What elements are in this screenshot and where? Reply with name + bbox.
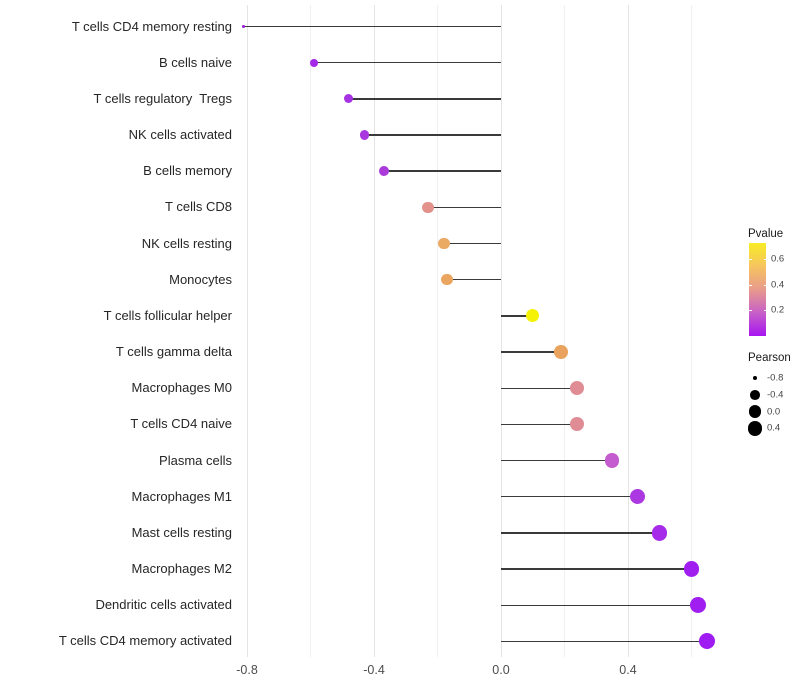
pearson-size-label: 0.4: [767, 422, 781, 434]
pearson-size-label: 0.0: [767, 406, 781, 418]
minor-gridline: [310, 5, 311, 657]
pearson-legend-title: Pearson: [748, 352, 791, 364]
x-axis-tick-label: 0.0: [492, 663, 510, 677]
y-axis-label: Macrophages M0: [131, 380, 232, 396]
y-axis-label: T cells CD8: [165, 199, 232, 215]
x-axis-tick-label: 0.4: [619, 663, 637, 677]
lollipop-dot: [604, 453, 620, 468]
y-axis-label: NK cells resting: [141, 235, 232, 251]
major-gridline: [373, 5, 375, 657]
y-axis-label: Monocytes: [169, 271, 232, 287]
pearson-size-label: -0.4: [767, 389, 784, 401]
y-axis-label: B cells memory: [143, 163, 232, 179]
pearson-size-dot: [747, 420, 763, 436]
y-axis-label: T cells gamma delta: [115, 344, 232, 360]
y-axis-label: Macrophages M2: [131, 561, 232, 577]
lollipop-dot: [422, 201, 434, 213]
colorbar-tick-mark: [763, 259, 766, 261]
lollipop-dot: [630, 489, 645, 505]
y-axis-label: T cells CD4 memory resting: [71, 18, 232, 34]
x-axis-tick-label: -0.4: [363, 663, 385, 677]
lollipop-dot: [699, 633, 716, 650]
colorbar-tick-mark: [749, 310, 752, 312]
lollipop-dot: [652, 525, 668, 541]
lollipop-stem: [501, 423, 578, 426]
pvalue-tick-label: 0.6: [771, 253, 785, 265]
minor-gridline: [691, 5, 692, 657]
pvalue-legend-title: Pvalue: [748, 228, 784, 240]
pearson-size-dot: [748, 405, 762, 418]
y-axis-label: T cells regulatory Tregs: [93, 90, 232, 106]
lollipop-dot: [570, 381, 585, 396]
lollipop-stem: [427, 206, 501, 209]
lollipop-stem: [501, 532, 660, 534]
colorbar-tick-mark: [763, 310, 766, 312]
major-gridline: [500, 5, 502, 657]
lollipop-stem: [348, 98, 501, 100]
lollipop-stem: [447, 278, 501, 281]
y-axis-label: Dendritic cells activated: [95, 597, 232, 613]
lollipop-stem: [501, 640, 708, 643]
pearson-size-dot: [750, 389, 760, 400]
y-axis-label: Plasma cells: [159, 452, 232, 468]
lollipop-stem: [243, 25, 501, 28]
colorbar-tick-mark: [749, 259, 752, 261]
lollipop-dot: [441, 273, 453, 286]
colorbar-tick-mark: [749, 284, 752, 286]
y-axis-label: Mast cells resting: [131, 524, 232, 540]
lollipop-dot: [689, 597, 706, 614]
lollipop-dot: [378, 166, 389, 177]
lollipop-dot: [526, 309, 540, 323]
lollipop-dot: [242, 25, 246, 28]
lollipop-dot: [438, 237, 450, 250]
y-axis-label: T cells CD4 memory activated: [58, 633, 232, 649]
pvalue-tick-label: 0.4: [771, 279, 785, 291]
colorbar-tick-mark: [763, 284, 766, 286]
lollipop-dot: [683, 561, 700, 577]
lollipop-dot: [309, 58, 318, 67]
lollipop-stem: [501, 496, 638, 498]
pvalue-colorbar: [749, 243, 766, 336]
lollipop-dot: [554, 345, 569, 359]
lollipop-stem: [501, 387, 578, 389]
lollipop-dot: [570, 417, 585, 432]
lollipop-dot: [359, 130, 370, 140]
x-axis-tick-label: -0.8: [236, 663, 258, 677]
lollipop-stem: [313, 61, 501, 64]
major-gridline: [246, 5, 248, 657]
lollipop-stem: [501, 604, 698, 606]
y-axis-label: T cells CD4 naive: [130, 416, 232, 432]
lollipop-stem: [501, 315, 533, 317]
lollipop-stem: [364, 134, 501, 136]
lollipop-stem: [501, 351, 562, 353]
lollipop-stem: [501, 459, 613, 462]
major-gridline: [627, 5, 629, 657]
y-axis-label: T cells follicular helper: [103, 307, 232, 323]
plot-panel: [236, 5, 734, 657]
minor-gridline: [564, 5, 565, 657]
lollipop-stem: [501, 568, 692, 570]
y-axis-label: NK cells activated: [128, 127, 232, 142]
minor-gridline: [437, 5, 438, 657]
y-axis-label: Macrophages M1: [131, 488, 232, 504]
pearson-size-label: -0.8: [767, 372, 784, 384]
lollipop-stem: [383, 170, 501, 172]
lollipop-stem: [443, 242, 501, 245]
lollipop-dot: [344, 94, 354, 104]
y-axis-label: B cells naive: [159, 54, 232, 70]
pvalue-tick-label: 0.2: [771, 304, 785, 316]
pearson-size-dot: [753, 376, 757, 380]
